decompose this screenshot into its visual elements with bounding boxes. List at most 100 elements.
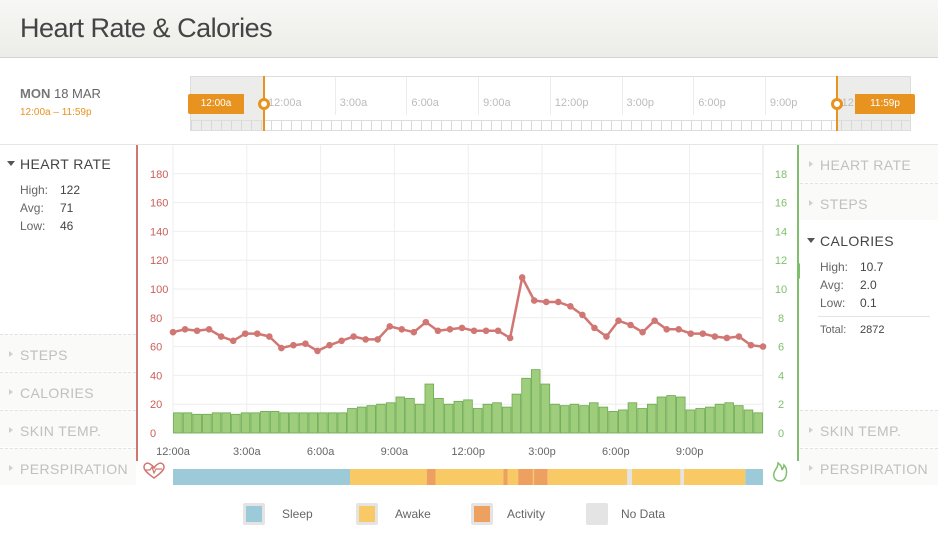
heart-rate-point	[482, 327, 490, 335]
timeline-divider	[764, 77, 766, 115]
right-tick-label: 12	[775, 255, 787, 267]
right-section-heart-rate[interactable]: HEART RATE	[800, 145, 938, 182]
heart-rate-point	[434, 327, 442, 335]
calorie-bar	[269, 410, 280, 434]
calorie-bar	[385, 402, 396, 434]
activity-segment	[627, 469, 633, 485]
end-handle-knob[interactable]	[831, 98, 843, 110]
heart-rate-point	[699, 330, 707, 337]
calorie-bar	[356, 406, 367, 434]
start-time-tag[interactable]: 12:00a	[188, 94, 244, 114]
right-tick-label: 8	[778, 313, 784, 325]
calorie-bar	[569, 403, 580, 434]
left-section-steps[interactable]: STEPS	[0, 334, 136, 371]
right-tick-label: 4	[778, 370, 784, 382]
right-tick-label: 14	[775, 226, 787, 238]
calorie-bar	[202, 413, 212, 434]
calorie-bar	[530, 369, 541, 434]
heart-rate-point	[193, 327, 201, 335]
activity-segment	[632, 469, 681, 485]
heart-rate-point	[494, 327, 502, 335]
heart-rate-point	[350, 333, 357, 340]
legend-label-awake: Awake	[395, 507, 431, 521]
heart-rate-point	[205, 326, 213, 333]
right-section-skin-temp[interactable]: SKIN TEMP.	[800, 410, 938, 447]
calorie-bar	[453, 400, 464, 434]
calorie-bar	[221, 412, 231, 434]
heart-rate-point	[603, 333, 610, 340]
heart-rate-point	[530, 297, 538, 304]
right-tick-label: 18	[775, 169, 787, 181]
right-section-steps[interactable]: STEPS	[800, 183, 938, 220]
calorie-bar	[695, 408, 705, 434]
calorie-bar	[472, 408, 483, 434]
calorie-bar	[376, 403, 386, 434]
calorie-bar	[327, 412, 338, 434]
left-tick-label: 160	[150, 198, 168, 210]
section-label: STEPS	[820, 196, 868, 212]
x-tick-label: 3:00p	[528, 446, 556, 458]
calorie-bar	[666, 395, 676, 434]
weekday-label: MON	[20, 86, 51, 101]
calorie-bar	[676, 396, 686, 434]
cal-total-key: Total:	[820, 324, 847, 336]
time-range-slider[interactable]: 12:00a 3:00a 6:00a 9:00a 12:00p 3:00p 6:00p 9:0…	[188, 76, 915, 131]
calorie-bar	[250, 412, 260, 434]
activity-segment	[426, 469, 436, 485]
left-section-perspiration[interactable]: PERSPIRATION	[0, 448, 136, 485]
calorie-bar	[298, 412, 309, 434]
calorie-bar	[521, 377, 531, 434]
legend-label-activity: Activity	[507, 507, 546, 521]
calorie-bar	[550, 403, 560, 434]
hr-avg-key: Avg:	[20, 201, 44, 215]
timeline-divider	[621, 77, 623, 115]
calorie-bar	[192, 413, 202, 434]
activity-segment	[507, 469, 519, 485]
hr-low-key: Low:	[20, 219, 46, 233]
legend-swatch-nodata	[586, 503, 608, 525]
activity-segment	[532, 469, 535, 485]
left-pointer	[136, 196, 137, 198]
calorie-bar	[579, 405, 589, 434]
heart-rate-point	[241, 330, 249, 337]
heart-rate-point	[639, 328, 646, 336]
left-tick-label: 40	[150, 370, 162, 382]
collapsed-triangle-icon	[9, 351, 13, 357]
section-label: STEPS	[20, 347, 68, 363]
right-section-perspiration[interactable]: PERSPIRATION	[800, 448, 938, 485]
cal-low-value: 0.1	[860, 296, 877, 310]
left-section-calories[interactable]: CALORIES	[0, 372, 136, 409]
heart-rate-point	[229, 337, 237, 345]
right-tick-label: 16	[775, 198, 787, 210]
timeline-label: 3:00p	[626, 97, 655, 109]
timeline-label: 12	[841, 97, 854, 109]
date-label: MON 18 MAR	[20, 86, 101, 101]
right-tick-label: 6	[778, 342, 784, 354]
collapsed-triangle-icon	[809, 200, 813, 206]
heart-rate-point	[579, 311, 586, 319]
calorie-bar	[211, 412, 222, 434]
calorie-bar	[540, 383, 551, 434]
flame-icon	[773, 461, 788, 482]
heart-rate-point	[290, 341, 297, 349]
expanded-triangle-icon	[7, 161, 15, 166]
start-handle-knob[interactable]	[258, 98, 270, 110]
legend-label-nodata: No Data	[621, 507, 666, 521]
heart-rate-point	[518, 274, 526, 281]
left-section-skin-temp[interactable]: SKIN TEMP.	[0, 410, 136, 447]
collapsed-triangle-icon	[809, 161, 813, 167]
heart-rate-point	[735, 333, 743, 340]
collapsed-triangle-icon	[9, 389, 13, 395]
calorie-bar	[608, 410, 618, 434]
calorie-bar	[231, 413, 241, 434]
heart-rate-section-title[interactable]: HEART RATE	[20, 156, 112, 172]
time-range-label: 12:00a – 11:59p	[20, 107, 92, 118]
left-tick-label: 100	[150, 284, 168, 296]
calorie-bar	[318, 412, 328, 434]
calorie-bar	[366, 405, 377, 434]
end-time-tag[interactable]: 11:59p	[855, 94, 915, 114]
expanded-triangle-icon	[807, 238, 815, 243]
calories-section-title[interactable]: CALORIES	[820, 233, 894, 249]
calorie-bar	[734, 405, 744, 434]
heart-rate-point	[326, 341, 333, 349]
